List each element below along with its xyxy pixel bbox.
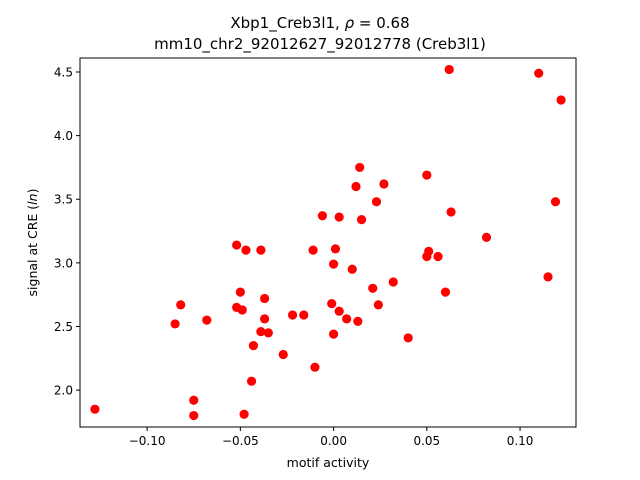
data-point (202, 315, 212, 325)
data-point (310, 362, 320, 372)
data-point (379, 179, 389, 189)
data-point (260, 293, 270, 304)
data-point (256, 326, 266, 337)
data-point (239, 409, 249, 419)
y-tick-label: 4.0 (54, 129, 73, 143)
data-point (481, 232, 492, 243)
data-point (424, 246, 434, 257)
data-point (237, 305, 247, 315)
data-point (189, 395, 199, 405)
x-tick-label: 0.05 (413, 434, 440, 448)
data-point (260, 314, 270, 324)
data-point (308, 245, 318, 255)
data-point (534, 68, 544, 78)
data-point (256, 245, 266, 255)
data-point (422, 170, 432, 180)
data-point (342, 314, 352, 324)
x-tick-label: 0.10 (507, 434, 534, 448)
data-point (241, 245, 251, 255)
axes-frame (79, 57, 577, 428)
chart-title-line1: Xbp1_Creb3l1, ρ = 0.68 (230, 14, 409, 33)
data-point (388, 277, 398, 287)
y-tick-label: 3.0 (54, 256, 73, 270)
chart-title-line2: mm10_chr2_92012627_92012778 (Creb3l1) (154, 35, 486, 54)
data-point (170, 319, 180, 329)
data-points (90, 64, 566, 421)
data-point (235, 287, 245, 297)
x-tick-label: 0.00 (320, 434, 347, 448)
y-axis-ticks: 2.0 2.5 3.0 3.5 4.0 4.5 (54, 65, 80, 398)
data-point (328, 259, 339, 269)
data-point (353, 316, 363, 326)
data-point (248, 340, 259, 351)
data-point (351, 181, 361, 192)
y-tick-label: 2.0 (54, 384, 73, 398)
data-point (368, 283, 378, 293)
data-point (543, 272, 553, 282)
data-point (334, 212, 344, 222)
data-point (446, 207, 456, 217)
data-point (444, 64, 454, 75)
data-point (317, 211, 328, 221)
data-point (356, 214, 367, 225)
data-point (299, 310, 309, 320)
data-point (287, 310, 298, 320)
y-axis-label: signal at CRE (ln) (25, 189, 40, 297)
data-point (328, 329, 339, 339)
y-tick-label: 2.5 (54, 320, 73, 334)
data-point (263, 328, 273, 338)
x-axis-label: motif activity (287, 455, 370, 470)
data-point (556, 95, 566, 105)
data-point (403, 333, 413, 343)
data-point (246, 376, 257, 386)
x-axis-ticks: −0.10 −0.05 0.00 0.05 0.10 (129, 427, 534, 448)
data-point (327, 298, 337, 309)
x-tick-label: −0.05 (222, 434, 259, 448)
data-point (176, 300, 186, 310)
data-point (347, 264, 357, 274)
data-point (371, 197, 382, 207)
data-point (90, 404, 100, 414)
data-point (189, 410, 199, 421)
data-point (232, 240, 242, 250)
x-tick-label: −0.10 (129, 434, 166, 448)
data-point (334, 306, 344, 316)
y-tick-label: 3.5 (54, 193, 73, 207)
data-point (433, 251, 443, 262)
data-point (355, 162, 365, 173)
data-point (373, 300, 383, 310)
data-point (278, 349, 288, 360)
data-point (550, 197, 561, 207)
data-point (330, 244, 341, 254)
y-tick-label: 4.5 (54, 65, 73, 79)
data-point (440, 287, 451, 297)
